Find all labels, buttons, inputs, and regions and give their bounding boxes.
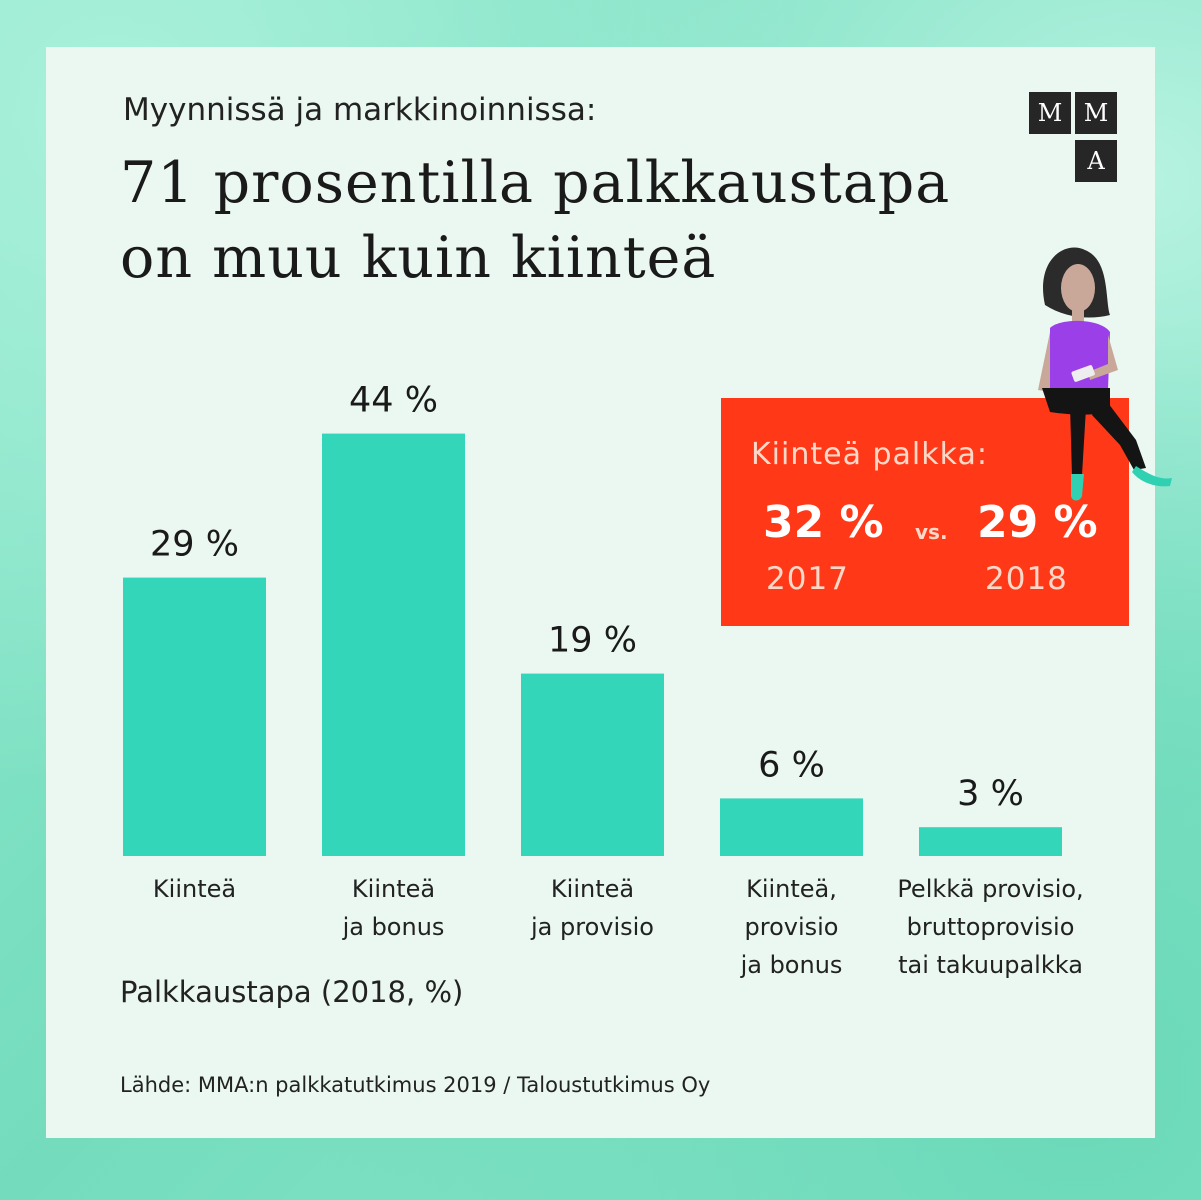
- category-label-line: provisio: [744, 913, 839, 941]
- category-label-line: tai takuupalkka: [898, 951, 1083, 979]
- category-label-3: Kiinteä, provisio ja bonus: [682, 870, 902, 984]
- bar-value-label-1: 44 %: [349, 381, 438, 421]
- category-label-0: Kiinteä: [85, 870, 305, 908]
- title-line-1: 71 prosentilla palkkaustapa: [120, 150, 951, 216]
- category-label-line: Kiinteä,: [746, 875, 837, 903]
- logo-letter-a: A: [1075, 140, 1117, 182]
- category-label-2: Kiinteä ja provisio: [483, 870, 703, 946]
- woman-illustration: [1038, 247, 1172, 501]
- category-label-line: ja bonus: [740, 951, 843, 979]
- callout-vs: vs.: [915, 520, 948, 544]
- bar-1: [322, 433, 465, 856]
- fixed-salary-callout: [721, 398, 1129, 626]
- callout-title: Kiinteä palkka:: [751, 437, 988, 472]
- bar-value-label-0: 29 %: [150, 525, 239, 565]
- category-label-1: Kiinteä ja bonus: [284, 870, 504, 946]
- logo-letter-m2: M: [1075, 92, 1117, 134]
- category-label-line: Kiinteä: [152, 875, 237, 903]
- bar-3: [720, 798, 863, 856]
- category-label-line: bruttoprovisio: [906, 913, 1075, 941]
- bar-2: [521, 673, 664, 856]
- bar-4: [919, 827, 1062, 856]
- callout-year-2018: 2018: [985, 561, 1068, 597]
- bar-value-label-4: 3 %: [957, 774, 1024, 814]
- category-label-line: ja provisio: [531, 913, 654, 941]
- callout-value-2018: 29 %: [977, 497, 1098, 548]
- category-label-line: Kiinteä: [550, 875, 635, 903]
- category-label-4: Pelkkä provisio, bruttoprovisio tai takuup…: [881, 870, 1101, 984]
- bar-0: [123, 577, 266, 856]
- logo-letter-m1: M: [1029, 92, 1071, 134]
- bar-value-label-2: 19 %: [548, 621, 637, 661]
- source-note: Lähde: MMA:n palkkatutkimus 2019 / Talou…: [120, 1073, 711, 1097]
- category-label-line: Pelkkä provisio,: [897, 875, 1084, 903]
- subtitle: Myynnissä ja markkinoinnissa:: [123, 92, 597, 128]
- callout-value-2017: 32 %: [763, 497, 884, 548]
- title-line-2: on muu kuin kiinteä: [120, 225, 717, 291]
- category-label-line: Kiinteä: [351, 875, 436, 903]
- bar-value-label-3: 6 %: [758, 745, 825, 785]
- category-label-line: ja bonus: [342, 913, 445, 941]
- callout-year-2017: 2017: [766, 561, 849, 597]
- x-axis-label: Palkkaustapa (2018, %): [120, 975, 464, 1009]
